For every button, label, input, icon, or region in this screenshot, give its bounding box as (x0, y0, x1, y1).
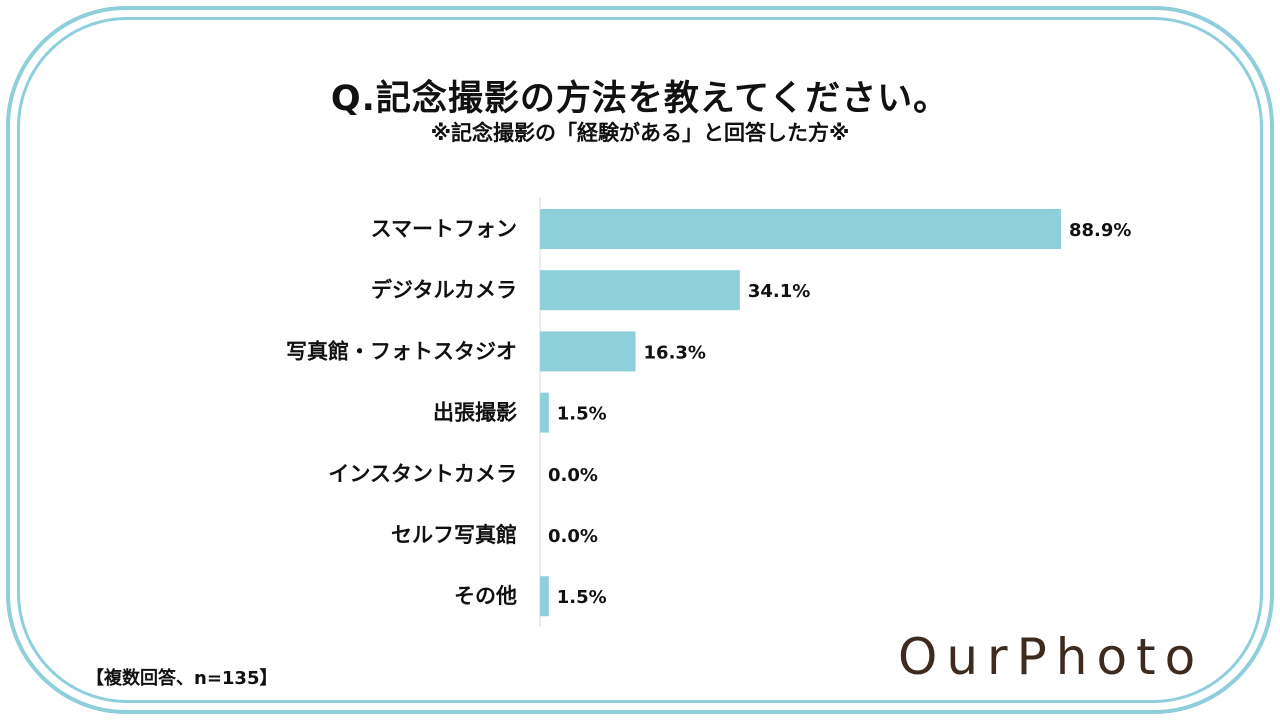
inner-frame (17, 17, 1263, 703)
bar (540, 392, 549, 433)
ourphoto-logo: OurPhoto (898, 628, 1205, 686)
category-label: その他 (454, 584, 517, 608)
value-label: 0.0% (548, 465, 598, 486)
category-label: 出張撮影 (433, 401, 517, 425)
category-label: インスタントカメラ (328, 462, 517, 486)
value-label: 88.9% (1069, 220, 1131, 241)
bar (540, 331, 636, 372)
value-label: 0.0% (548, 526, 598, 547)
bar (540, 576, 549, 617)
chart-subtitle: ※記念撮影の「経験がある」と回答した方※ (430, 121, 850, 145)
category-label: 写真館・フォトスタジオ (286, 339, 517, 363)
footnote: 【複数回答、n=135】 (86, 668, 278, 689)
category-label: デジタルカメラ (371, 278, 517, 302)
chart-title: Q.記念撮影の方法を教えてください。 (330, 79, 950, 119)
outer-frame (6, 6, 1274, 714)
value-label: 16.3% (644, 342, 706, 363)
category-label: セルフ写真館 (391, 523, 517, 547)
bars-group: スマートフォン 88.9% デジタルカメラ 34.1% 写真館・フォトスタジオ 16.3%… (286, 209, 1131, 617)
value-label: 34.1% (748, 281, 810, 302)
value-label: 1.5% (557, 404, 607, 425)
value-label: 1.5% (557, 587, 607, 608)
bar (540, 270, 740, 311)
bar (540, 209, 1061, 249)
category-label: スマートフォン (371, 217, 517, 241)
